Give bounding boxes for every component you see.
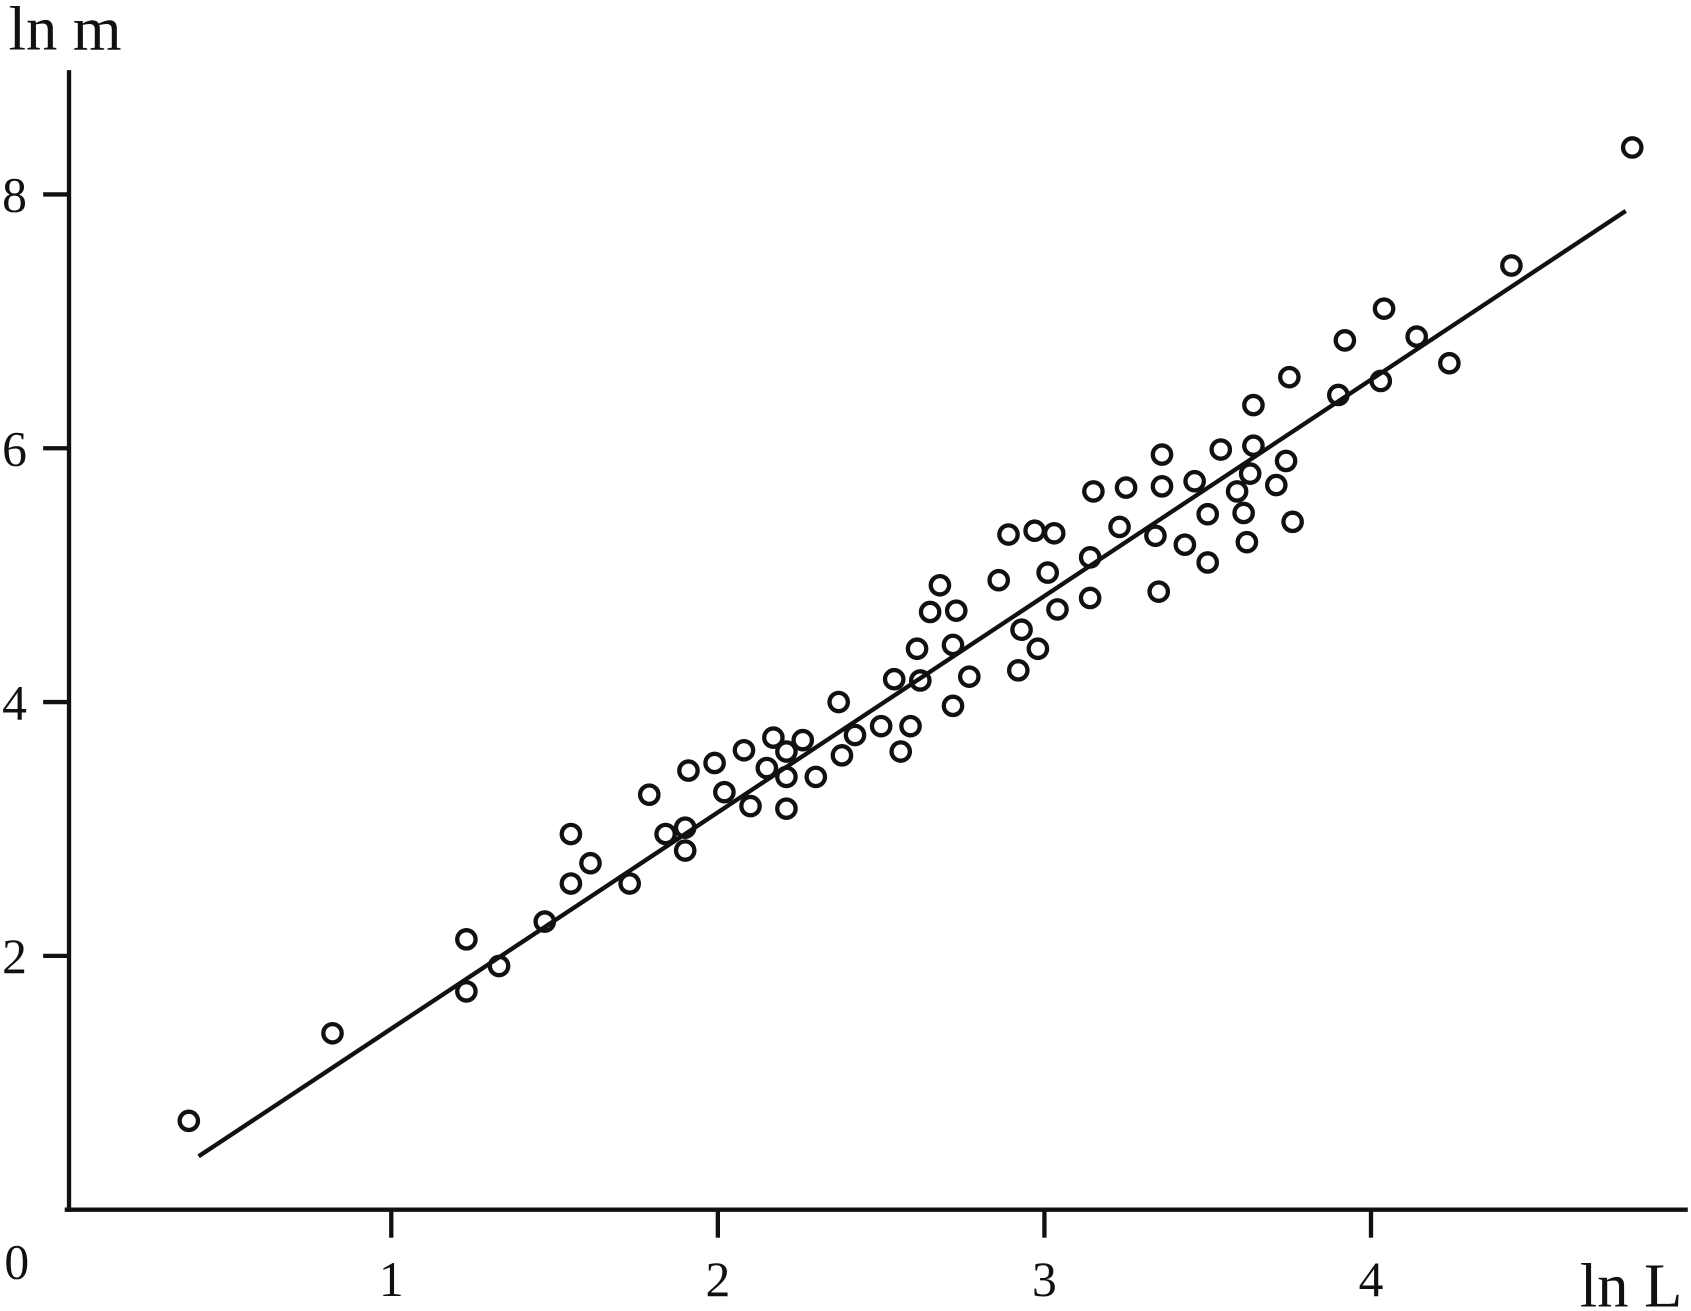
point — [775, 740, 798, 763]
point — [1150, 443, 1174, 466]
point — [908, 669, 932, 692]
point — [843, 723, 867, 747]
y-tick-label: 2 — [2, 929, 27, 984]
point — [1372, 297, 1396, 320]
x-tick-label: 3 — [1032, 1252, 1057, 1307]
point — [905, 637, 929, 661]
y-tick-label: 4 — [2, 675, 27, 730]
point — [1238, 462, 1262, 485]
point — [1500, 254, 1523, 277]
point — [869, 714, 893, 738]
point — [1078, 586, 1102, 610]
point — [579, 851, 602, 875]
point — [882, 667, 906, 691]
point — [455, 928, 478, 951]
point — [1225, 480, 1249, 503]
point — [1281, 510, 1304, 534]
point — [1150, 474, 1174, 498]
point — [739, 794, 762, 818]
point — [1438, 351, 1461, 375]
point — [791, 728, 815, 752]
y-tick-label: 6 — [2, 422, 27, 477]
point — [899, 714, 922, 738]
point — [1209, 438, 1233, 461]
point — [321, 1021, 344, 1045]
point — [1405, 325, 1429, 348]
point — [762, 726, 785, 749]
y-axis-label: ln m — [9, 0, 122, 64]
point — [1196, 502, 1220, 526]
point — [1274, 449, 1298, 473]
point — [455, 980, 478, 1003]
x-tick-label: 2 — [705, 1252, 730, 1307]
x-tick-label: 1 — [379, 1252, 404, 1307]
point — [1006, 659, 1030, 682]
point — [1078, 546, 1102, 569]
point — [1369, 369, 1393, 393]
origin-label: 0 — [4, 1235, 29, 1290]
point — [889, 740, 913, 763]
point — [1232, 501, 1255, 525]
point — [804, 765, 828, 789]
point — [1144, 524, 1167, 548]
point — [1010, 618, 1033, 642]
point — [677, 759, 700, 782]
point — [1242, 393, 1265, 417]
point — [673, 839, 697, 862]
point — [618, 872, 641, 895]
point — [1620, 136, 1644, 159]
point — [1196, 551, 1220, 574]
point — [1235, 530, 1259, 554]
point — [1278, 365, 1301, 389]
point — [487, 954, 511, 978]
point — [1242, 434, 1265, 458]
point — [928, 573, 952, 597]
point — [755, 756, 779, 780]
point — [654, 822, 677, 846]
point — [732, 738, 756, 762]
point — [997, 523, 1020, 546]
x-axis-label: ln L — [1580, 1251, 1682, 1311]
point — [827, 690, 851, 714]
point — [637, 783, 661, 807]
point — [944, 599, 968, 623]
point — [713, 780, 736, 804]
point — [1026, 637, 1050, 661]
point — [1183, 469, 1206, 493]
point — [918, 600, 942, 624]
point — [830, 744, 854, 767]
point — [1082, 480, 1105, 503]
point — [1023, 519, 1046, 543]
point — [957, 665, 981, 688]
point — [1173, 533, 1197, 557]
point — [177, 1109, 201, 1133]
y-tick-label: 8 — [2, 168, 27, 223]
point — [533, 910, 557, 933]
point — [559, 822, 583, 846]
point — [941, 694, 965, 718]
point — [941, 633, 965, 657]
point — [1108, 515, 1131, 539]
point — [1147, 580, 1171, 603]
point — [775, 765, 798, 789]
point — [987, 568, 1011, 592]
point — [775, 797, 798, 820]
x-tick-label: 4 — [1359, 1252, 1384, 1307]
point — [1264, 473, 1288, 497]
point — [559, 872, 583, 895]
point — [1046, 598, 1069, 621]
point — [703, 751, 726, 775]
point — [1333, 329, 1357, 352]
point — [673, 816, 697, 840]
point — [1327, 383, 1350, 407]
point — [1042, 521, 1066, 545]
point — [1114, 476, 1138, 499]
point — [1036, 561, 1060, 584]
